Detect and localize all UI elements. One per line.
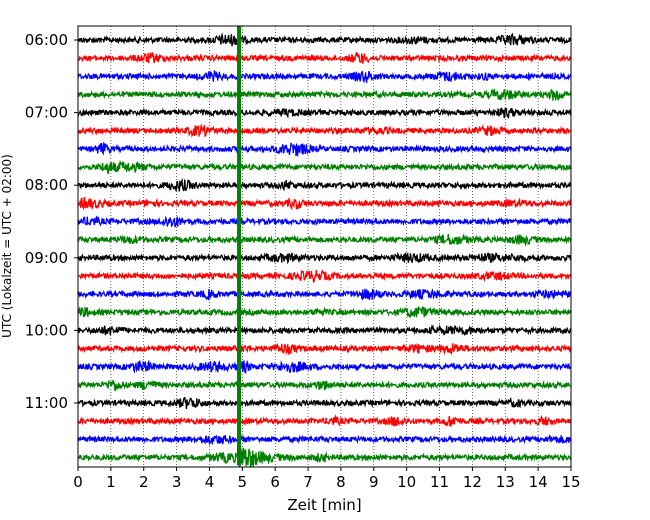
trace-1100 (77, 396, 572, 410)
trace-0730 (77, 141, 572, 157)
trace-1000 (77, 324, 572, 336)
x-tick-label: 13 (496, 473, 515, 491)
x-tick-label: 14 (529, 473, 548, 491)
trace-0945 (77, 305, 572, 318)
x-axis-label: Zeit [min] (287, 496, 361, 514)
trace-0615 (77, 51, 572, 64)
y-tick-label: 08:00 (25, 176, 68, 194)
trace-0715 (77, 123, 572, 138)
x-tick-label: 7 (303, 473, 313, 491)
x-tick-label: 12 (463, 473, 482, 491)
x-tick-label: 6 (270, 473, 280, 491)
trace-0600 (77, 32, 572, 47)
trace-0900 (77, 251, 572, 265)
y-tick-label: 09:00 (25, 249, 68, 267)
trace-1030 (77, 359, 572, 374)
trace-1015 (77, 342, 572, 356)
y-tick-label: 10:00 (25, 321, 68, 339)
x-tick-label: 1 (106, 473, 116, 491)
y-axis-ticks: 06:00 07:00 08:00 09:00 10:00 11:00 (25, 31, 78, 412)
x-tick-label: 8 (336, 473, 346, 491)
x-tick-label: 5 (238, 473, 248, 491)
x-tick-label: 4 (205, 473, 215, 491)
y-tick-label: 06:00 (25, 31, 68, 49)
x-axis-ticks: 0 1 2 3 4 5 6 7 8 9 10 11 12 13 14 15 (73, 467, 581, 491)
plot-frame (77, 25, 572, 468)
x-tick-label: 0 (73, 473, 83, 491)
trace-0645 (77, 88, 572, 101)
y-tick-label: 07:00 (25, 104, 68, 122)
trace-0845 (77, 233, 572, 248)
trace-0915 (77, 269, 572, 284)
x-tick-label: 15 (561, 473, 580, 491)
trace-0830 (77, 215, 572, 228)
x-tick-label: 3 (172, 473, 182, 491)
trace-0745 (77, 159, 572, 175)
trace-0800 (77, 177, 572, 192)
trace-1045 (77, 379, 572, 392)
event-spike (237, 26, 242, 466)
x-tick-label: 9 (369, 473, 379, 491)
x-tick-label: 10 (397, 473, 416, 491)
x-tick-label: 11 (430, 473, 449, 491)
trace-0815 (77, 196, 572, 211)
trace-1130 (77, 433, 572, 446)
x-tick-label: 2 (139, 473, 149, 491)
trace-0930 (77, 288, 572, 301)
seismic-traces (77, 26, 572, 468)
trace-1115 (77, 413, 572, 428)
trace-1145 (77, 444, 572, 468)
y-axis-label: UTC (Lokalzeit = UTC + 02:00) (0, 154, 14, 338)
trace-0700 (77, 107, 572, 119)
trace-0630 (77, 69, 572, 85)
y-tick-label: 11:00 (25, 394, 68, 412)
